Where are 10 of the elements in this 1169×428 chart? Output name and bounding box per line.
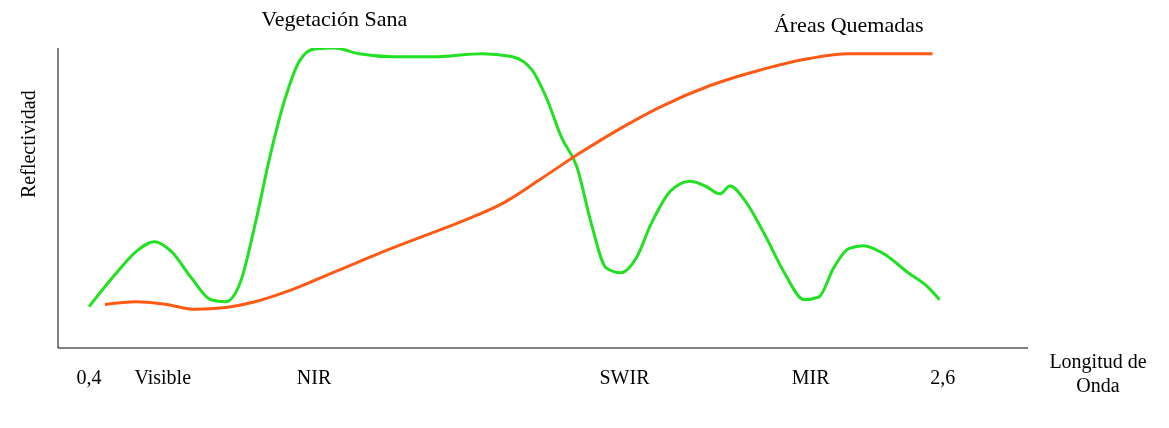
y-axis-title: Reflectividad (17, 90, 40, 198)
x-tick-label: Visible (134, 366, 192, 389)
x-tick-label: SWIR (599, 366, 651, 389)
series-label: Áreas Quemadas (773, 11, 924, 37)
x-tick-label: NIR (296, 366, 332, 389)
x-axis-title: Longitud de Onda (1049, 350, 1147, 396)
series-label: Vegetación Sana (261, 6, 408, 31)
x-tick-label: 2,6 (930, 366, 956, 389)
x-tick-label: MIR (791, 366, 831, 389)
x-tick-label: 0,4 (76, 366, 102, 389)
